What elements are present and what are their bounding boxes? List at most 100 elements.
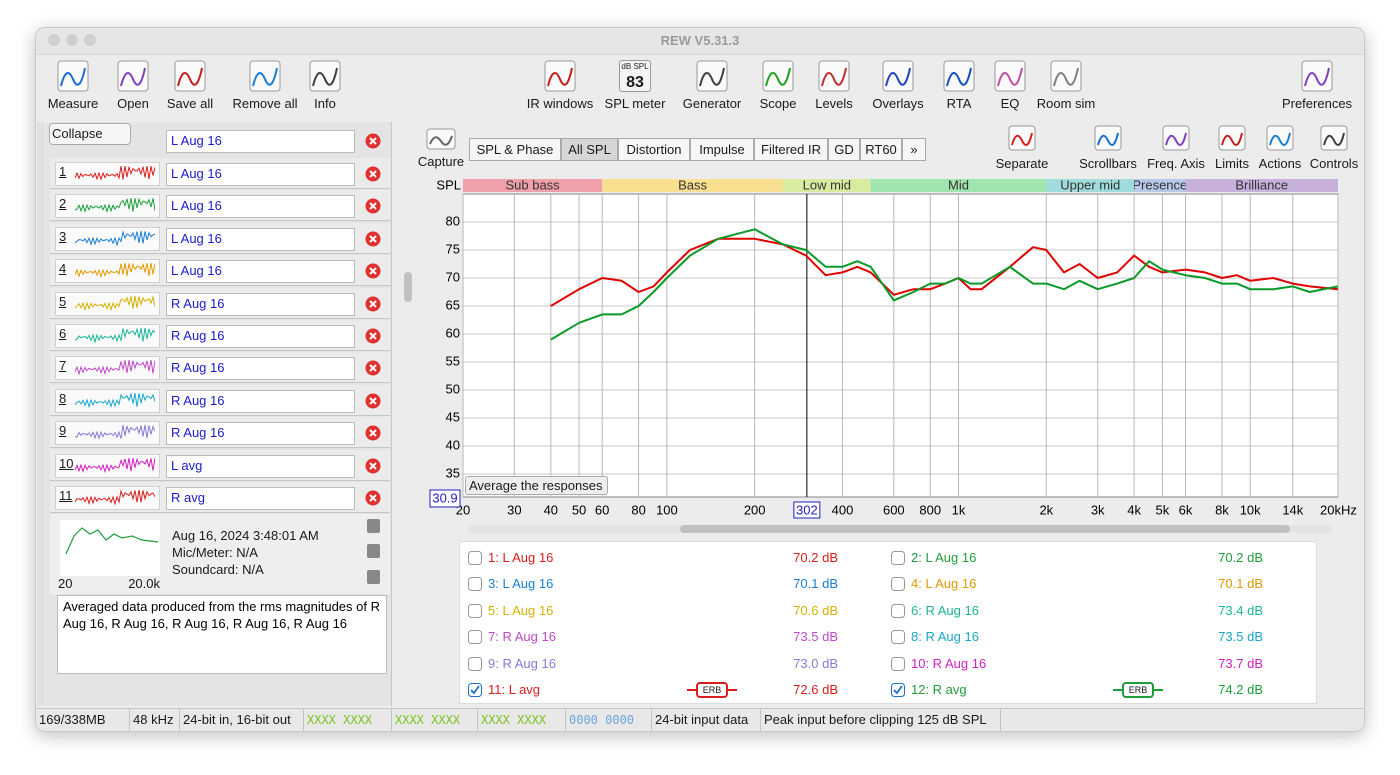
icon[interactable] bbox=[994, 60, 1026, 92]
icon[interactable] bbox=[1266, 125, 1294, 151]
icon[interactable] bbox=[1301, 60, 1333, 92]
toolbar-label[interactable]: Overlays bbox=[872, 96, 924, 111]
name-field[interactable] bbox=[166, 260, 355, 284]
icon[interactable] bbox=[426, 128, 456, 150]
name-field[interactable] bbox=[166, 389, 355, 413]
toolbar-label[interactable]: SPL meter bbox=[604, 96, 666, 111]
toolbar-label[interactable]: RTA bbox=[946, 96, 972, 111]
graph-tool-label[interactable]: Limits bbox=[1215, 156, 1249, 171]
toolbar-label[interactable]: Generator bbox=[682, 96, 742, 111]
icon[interactable] bbox=[762, 60, 794, 92]
remove-button[interactable] bbox=[365, 263, 381, 279]
icon[interactable] bbox=[1094, 125, 1122, 151]
info-action[interactable] bbox=[367, 519, 380, 533]
remove-button[interactable] bbox=[365, 198, 381, 214]
graph-tool-label[interactable]: Freq. Axis bbox=[1147, 156, 1205, 171]
graph-tab[interactable] bbox=[754, 138, 828, 161]
icon[interactable] bbox=[249, 60, 281, 92]
toolbar-label[interactable]: EQ bbox=[1000, 96, 1020, 111]
graph-tab-label[interactable]: Impulse bbox=[699, 141, 745, 157]
toolbar-label[interactable]: Save all bbox=[166, 96, 214, 111]
toolbar-label[interactable]: Remove all bbox=[232, 96, 298, 111]
name-field[interactable] bbox=[166, 487, 355, 510]
name-field[interactable] bbox=[166, 195, 355, 219]
legend-checkbox[interactable] bbox=[468, 656, 482, 671]
toolbar-label[interactable]: IR windows bbox=[526, 96, 594, 111]
graph-tool-label[interactable]: Actions bbox=[1258, 156, 1302, 171]
info-action[interactable] bbox=[367, 544, 380, 558]
icon[interactable] bbox=[1050, 60, 1082, 92]
icon[interactable] bbox=[1162, 125, 1190, 151]
legend-checkbox[interactable] bbox=[891, 551, 905, 565]
toolbar-label[interactable]: Open bbox=[117, 96, 149, 111]
icon[interactable] bbox=[943, 60, 975, 92]
remove-button[interactable] bbox=[365, 166, 381, 182]
v-scroll-thumb[interactable] bbox=[404, 272, 412, 302]
toolbar-label[interactable]: Info bbox=[314, 96, 336, 111]
graph-tab[interactable] bbox=[828, 138, 860, 161]
graph-tab[interactable] bbox=[561, 138, 618, 161]
toolbar-label[interactable]: Scope bbox=[759, 96, 797, 111]
graph-tab-label[interactable]: Distortion bbox=[626, 141, 682, 157]
icon[interactable] bbox=[1008, 125, 1036, 151]
remove-button[interactable] bbox=[365, 360, 381, 376]
graph-tab-label[interactable]: Filtered IR bbox=[761, 141, 821, 157]
icon[interactable] bbox=[882, 60, 914, 92]
graph-tab-label[interactable]: All SPL bbox=[568, 141, 611, 157]
remove-button[interactable] bbox=[365, 328, 381, 344]
icon[interactable] bbox=[309, 60, 341, 92]
graph-tool-label[interactable]: Separate bbox=[995, 156, 1049, 171]
icon[interactable] bbox=[117, 60, 149, 92]
icon[interactable] bbox=[174, 60, 206, 92]
legend-checkbox[interactable] bbox=[468, 603, 482, 618]
legend-checkbox[interactable] bbox=[891, 577, 905, 592]
average-button[interactable] bbox=[465, 476, 608, 495]
toolbar-label[interactable]: Measure bbox=[47, 96, 99, 111]
name-field[interactable] bbox=[166, 292, 355, 316]
remove-button[interactable] bbox=[365, 296, 381, 312]
name-field[interactable] bbox=[166, 227, 355, 251]
icon[interactable] bbox=[696, 60, 728, 92]
legend-checkbox[interactable] bbox=[891, 630, 905, 645]
toolbar-label[interactable]: Preferences bbox=[1281, 96, 1353, 111]
icon[interactable] bbox=[818, 60, 850, 92]
graph-tab[interactable] bbox=[618, 138, 690, 161]
info-action[interactable] bbox=[367, 570, 380, 584]
remove-button[interactable] bbox=[365, 425, 381, 441]
legend-checkbox[interactable] bbox=[891, 683, 905, 697]
average-button-label[interactable]: Average the responses bbox=[469, 478, 603, 493]
name-field[interactable] bbox=[166, 422, 355, 446]
legend-checkbox[interactable] bbox=[468, 577, 482, 592]
name-field[interactable] bbox=[166, 454, 355, 478]
window-control[interactable] bbox=[48, 34, 60, 46]
capture-label[interactable]: Capture bbox=[417, 154, 465, 169]
window-control[interactable] bbox=[66, 34, 78, 46]
name-field[interactable] bbox=[166, 357, 355, 381]
graph-tab-label[interactable]: GD bbox=[834, 141, 854, 157]
graph-tool-label[interactable]: Scrollbars bbox=[1079, 156, 1137, 171]
graph-tab[interactable] bbox=[690, 138, 754, 161]
legend-checkbox[interactable] bbox=[468, 683, 482, 697]
graph-tab-label[interactable]: » bbox=[910, 141, 918, 157]
legend-checkbox[interactable] bbox=[891, 656, 905, 671]
graph-tool-label[interactable]: Controls bbox=[1309, 156, 1359, 171]
h-scroll-thumb[interactable] bbox=[680, 525, 1290, 533]
remove-button[interactable] bbox=[365, 133, 381, 149]
collapse-label[interactable]: Collapse bbox=[52, 126, 103, 141]
legend-checkbox[interactable] bbox=[468, 551, 482, 565]
remove-button[interactable] bbox=[365, 490, 381, 506]
toolbar-label[interactable]: Room sim bbox=[1036, 96, 1096, 111]
graph-tab[interactable] bbox=[902, 138, 926, 161]
icon[interactable] bbox=[1218, 125, 1246, 151]
remove-button[interactable] bbox=[365, 393, 381, 409]
toolbar-label[interactable]: Levels bbox=[815, 96, 853, 111]
graph-tab[interactable] bbox=[469, 138, 561, 161]
name-field[interactable] bbox=[166, 130, 355, 153]
name-field[interactable] bbox=[166, 163, 355, 186]
name-field[interactable] bbox=[166, 325, 355, 348]
remove-button[interactable] bbox=[365, 231, 381, 247]
graph-tab-label[interactable]: RT60 bbox=[865, 141, 897, 157]
window-control[interactable] bbox=[84, 34, 96, 46]
icon[interactable] bbox=[544, 60, 576, 92]
collapse-button[interactable] bbox=[49, 123, 131, 145]
